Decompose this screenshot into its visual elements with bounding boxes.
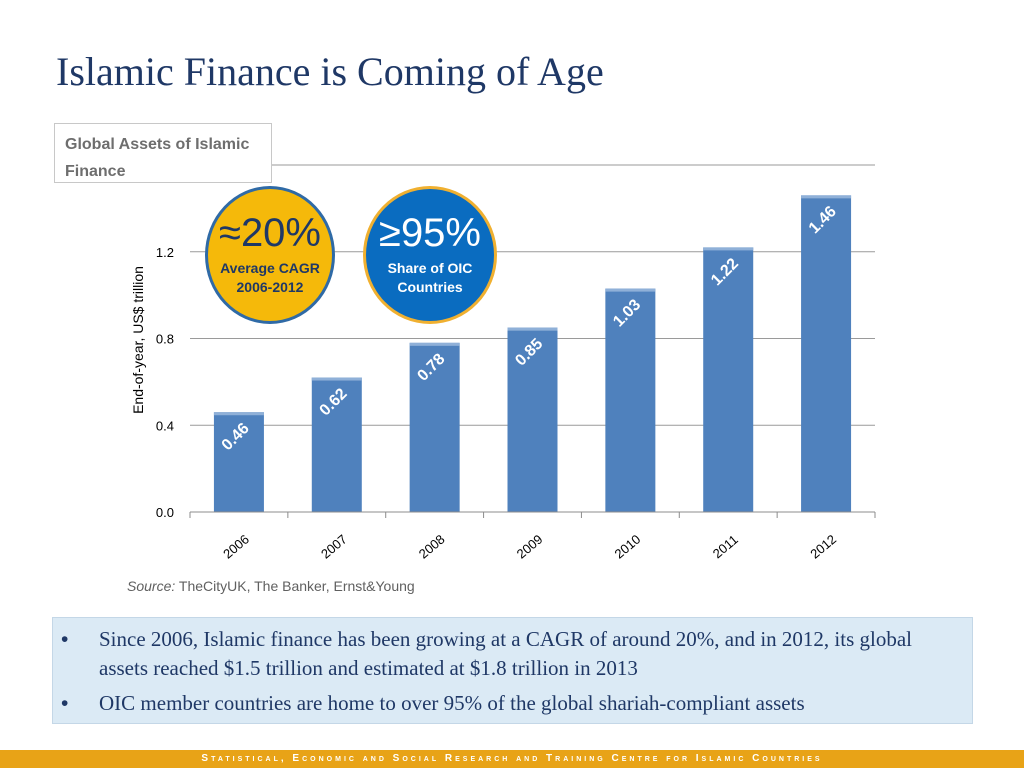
y-axis-label: End-of-year, US$ trillion — [130, 266, 146, 414]
bar-highlight — [507, 327, 558, 331]
bar-highlight — [311, 377, 362, 381]
cagr-label-line2: 2006-2012 — [236, 279, 304, 295]
chart-box-label: Global Assets of Islamic Finance — [54, 123, 272, 183]
y-tick-label: 0.4 — [156, 418, 174, 433]
cagr-value: ≈20% — [218, 211, 321, 255]
bar — [507, 327, 558, 512]
bar-highlight — [213, 412, 264, 416]
bar — [605, 288, 656, 512]
source-text: TheCityUK, The Banker, Ernst&Young — [178, 578, 415, 594]
bar — [801, 195, 852, 513]
x-tick-label: 2007 — [318, 532, 350, 562]
bar — [409, 342, 460, 512]
bullet-marker: • — [61, 692, 69, 715]
share-label-line1: Share of OIC — [387, 260, 473, 276]
cagr-label-line1: Average CAGR — [220, 260, 320, 276]
bullet-text: OIC member countries are home to over 95… — [99, 691, 805, 715]
bar-chart: 0.460.620.78 0.851.031.221.46 0.0 0.4 0.8 1.… — [130, 164, 876, 562]
bullet-item: • OIC member countries are home to over … — [53, 689, 962, 718]
bullet-marker: • — [61, 628, 69, 651]
bullet-item: • Since 2006, Islamic finance has been g… — [53, 625, 962, 683]
source-label: Source: — [127, 578, 176, 594]
bar — [311, 377, 362, 512]
bar-highlight — [703, 247, 754, 251]
x-tick-label: 2008 — [416, 532, 448, 562]
share-label-line2: Countries — [397, 279, 463, 295]
x-tick-label: 2009 — [514, 532, 546, 562]
cagr-badge: ≈20% Average CAGR 2006-2012 — [205, 186, 335, 324]
bar-highlight — [801, 195, 852, 199]
bullet-text: Since 2006, Islamic finance has been gro… — [99, 627, 912, 680]
page-title: Islamic Finance is Coming of Age — [56, 49, 604, 94]
summary-box: • Since 2006, Islamic finance has been g… — [52, 617, 973, 724]
bar — [703, 247, 754, 512]
footer-banner: Statistical, Economic and Social Researc… — [0, 750, 1024, 768]
share-value: ≥95% — [378, 211, 481, 255]
share-badge: ≥95% Share of OIC Countries — [363, 186, 497, 324]
y-tick-label: 1.2 — [156, 245, 174, 260]
bar — [213, 412, 264, 512]
y-tick-label: 0.0 — [156, 505, 174, 520]
bar-highlight — [409, 342, 460, 346]
x-tick-label: 2012 — [807, 532, 839, 562]
y-tick-label: 0.8 — [156, 332, 174, 347]
x-tick-label: 2006 — [220, 532, 252, 562]
x-tick-label: 2010 — [612, 532, 644, 562]
bar-highlight — [605, 288, 656, 292]
source-note: Source: TheCityUK, The Banker, Ernst&You… — [127, 578, 415, 594]
bars: 0.460.620.78 0.851.031.221.46 — [213, 195, 852, 513]
x-tick-label: 2011 — [710, 532, 741, 561]
